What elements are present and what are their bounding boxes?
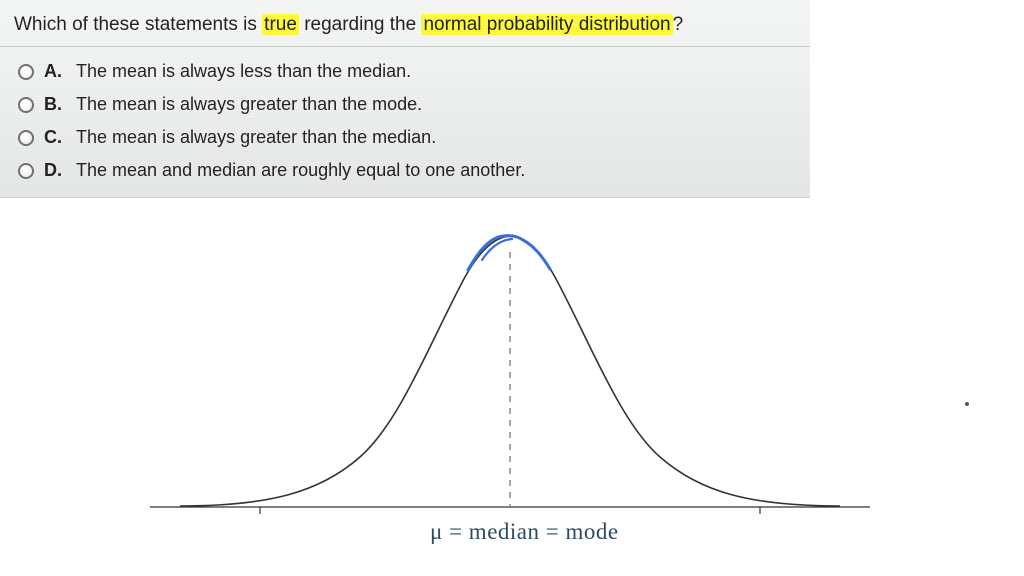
option-d[interactable]: D. The mean and median are roughly equal… <box>18 154 810 187</box>
option-text: The mean is always greater than the mode… <box>76 94 422 115</box>
options-list: A. The mean is always less than the medi… <box>0 47 810 187</box>
radio-icon[interactable] <box>18 64 34 80</box>
radio-icon[interactable] <box>18 97 34 113</box>
radio-icon[interactable] <box>18 130 34 146</box>
highlight-normal-dist: normal probability distribution <box>421 14 672 35</box>
bell-curve-diagram <box>120 212 900 542</box>
option-letter: D. <box>44 160 66 181</box>
highlight-true: true <box>262 14 299 35</box>
option-letter: B. <box>44 94 66 115</box>
option-letter: A. <box>44 61 66 82</box>
option-a[interactable]: A. The mean is always less than the medi… <box>18 55 810 88</box>
option-text: The mean is always less than the median. <box>76 61 411 82</box>
option-c[interactable]: C. The mean is always greater than the m… <box>18 121 810 154</box>
option-letter: C. <box>44 127 66 148</box>
question-panel: Which of these statements is true regard… <box>0 0 810 198</box>
mu-median-mode-annotation: μ = median = mode <box>430 519 619 545</box>
question-text: Which of these statements is true regard… <box>0 8 810 47</box>
peak-highlight-stroke <box>482 239 512 260</box>
option-text: The mean is always greater than the medi… <box>76 127 436 148</box>
question-suffix: ? <box>673 14 684 35</box>
option-text: The mean and median are roughly equal to… <box>76 160 525 181</box>
peak-highlight-stroke <box>468 236 550 270</box>
question-prefix: Which of these statements is <box>14 14 262 35</box>
option-b[interactable]: B. The mean is always greater than the m… <box>18 88 810 121</box>
radio-icon[interactable] <box>18 163 34 179</box>
stray-dot-icon <box>965 402 969 406</box>
whiteboard: μ = median = mode <box>0 222 1024 576</box>
question-mid: regarding the <box>299 14 422 35</box>
